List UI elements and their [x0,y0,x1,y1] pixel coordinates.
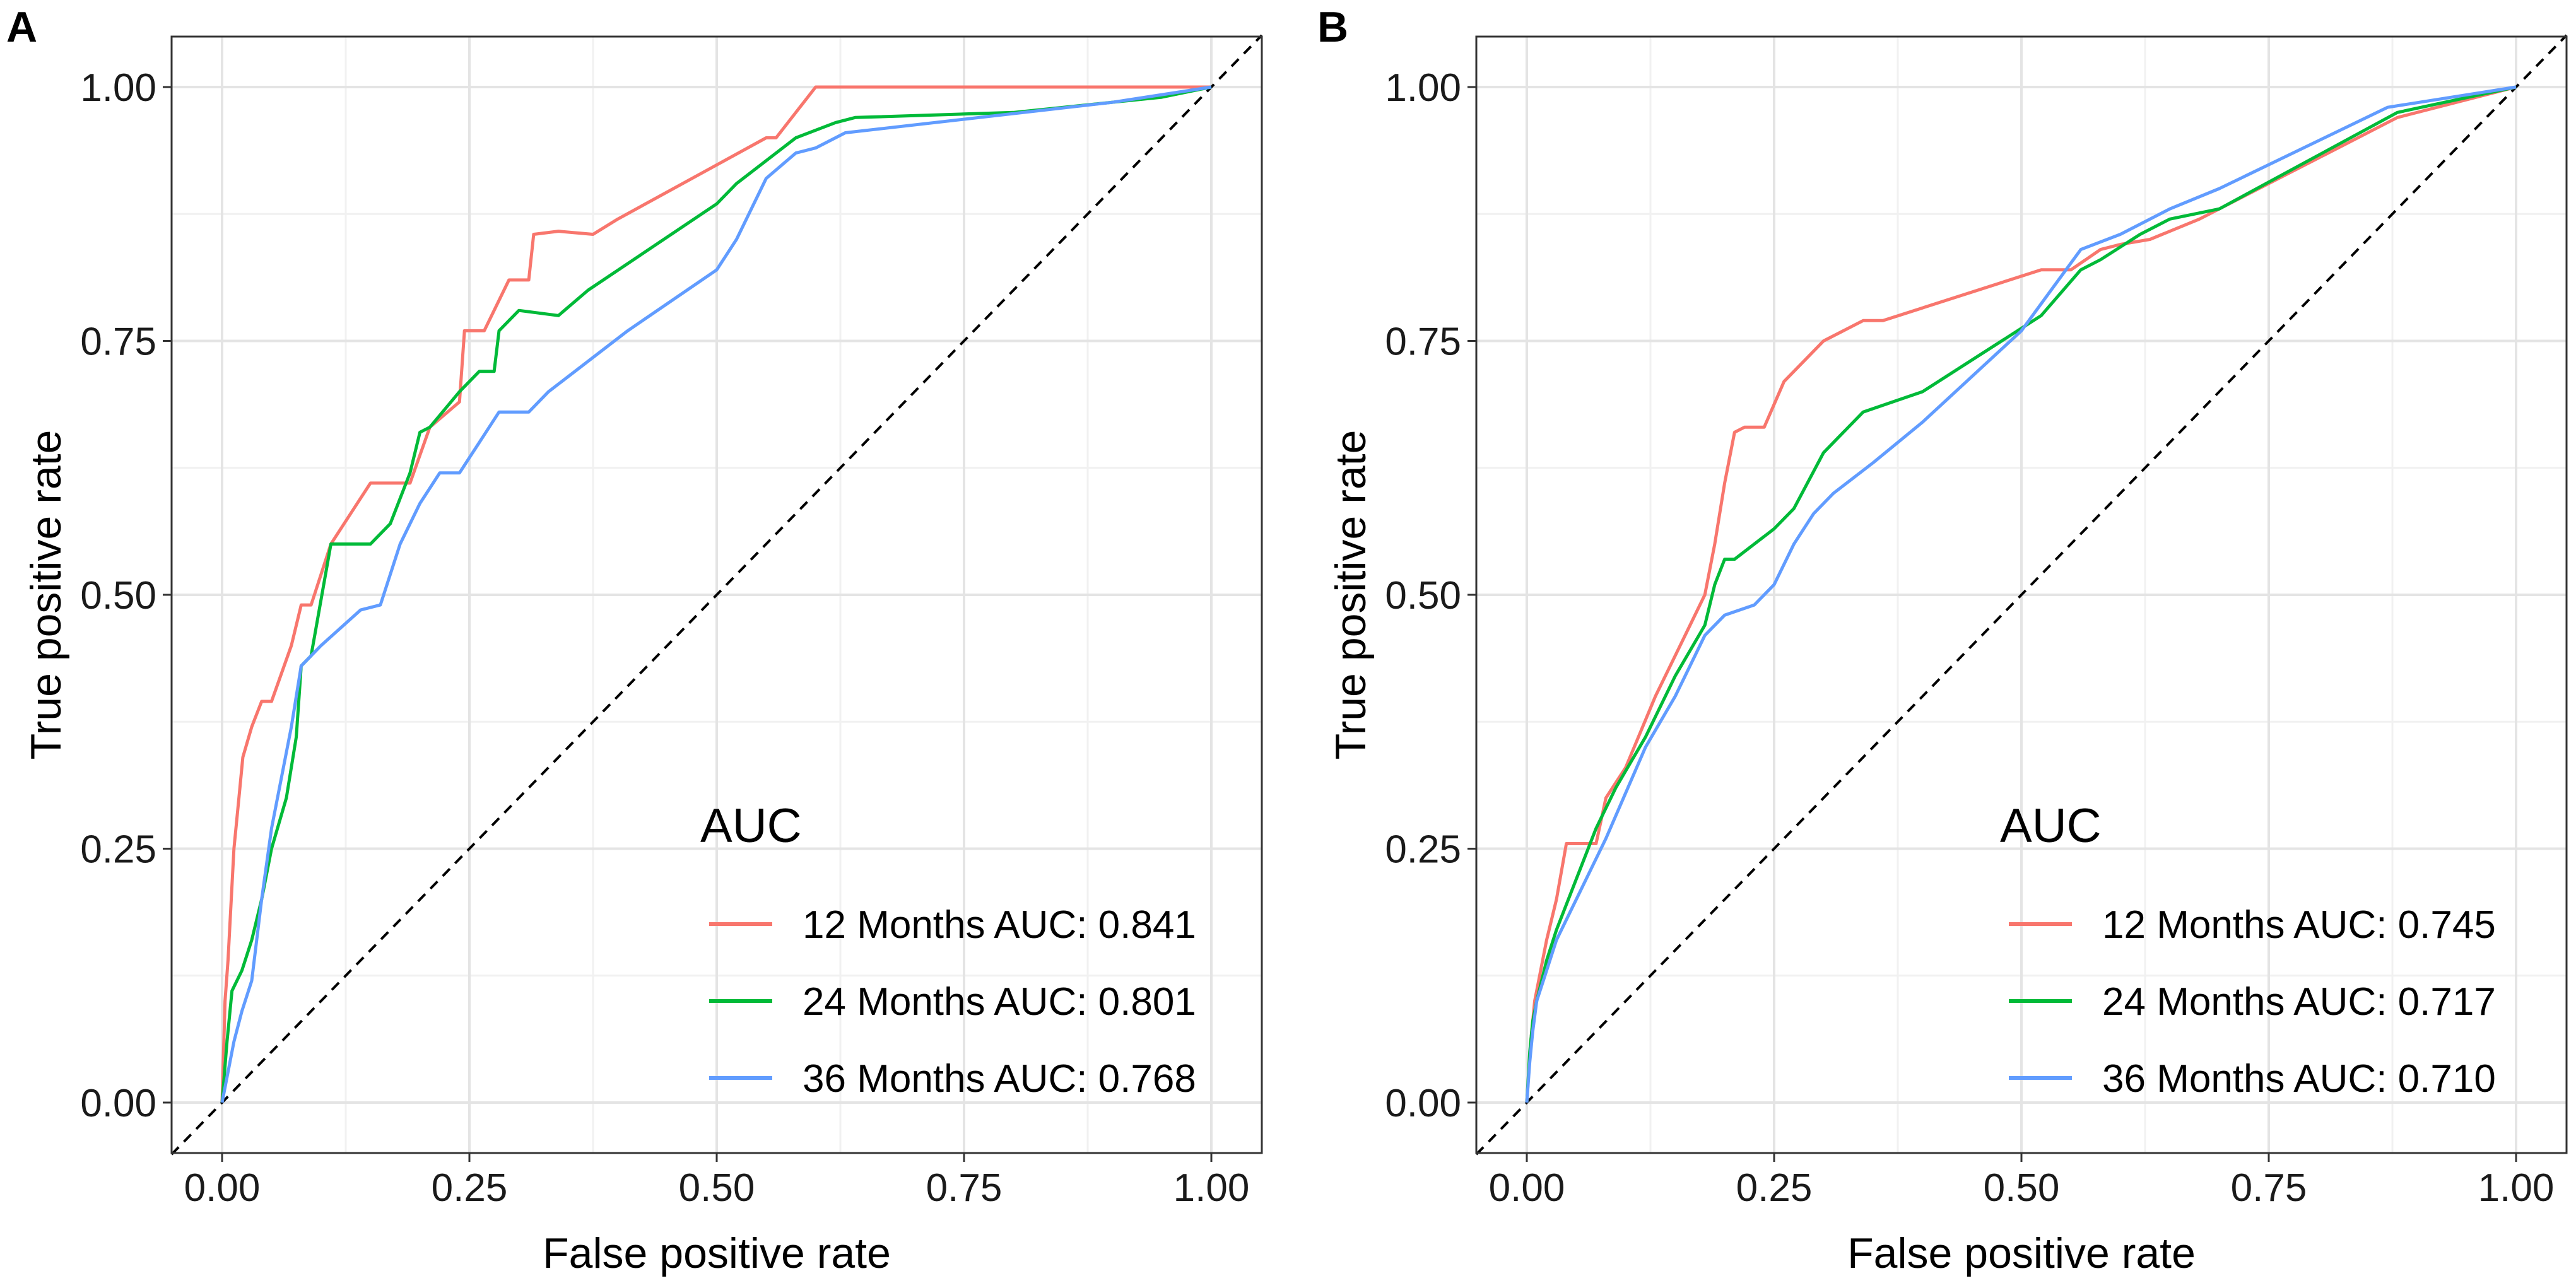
roc-curve-series-3 [220,85,1212,1103]
y-tick-label: 0.75 [1385,320,1461,364]
plot-grid [1476,37,2567,1153]
x-tick-label: 0.25 [432,1166,508,1210]
legend-title: AUC [700,799,801,853]
panel-letter: A [6,3,37,51]
x-tick-label: 1.00 [1173,1166,1250,1210]
x-axis: 0.00 0.25 0.50 0.75 1.00 [184,1153,1250,1210]
legend-item: 36 Months AUC: 0.710 [2009,1057,2496,1101]
y-tick-label: 0.25 [80,828,156,872]
panel-letter: B [1317,3,1348,51]
y-tick-label: 0.00 [1385,1082,1461,1125]
reference-diagonal-line [1475,34,2568,1156]
plot-area [170,34,1263,1156]
x-axis-title: False positive rate [543,1229,891,1277]
legend: AUC 12 Months AUC: 0.745 24 Months AUC: … [2000,799,2496,1101]
legend-item: 24 Months AUC: 0.717 [2009,980,2496,1024]
x-tick-label: 0.50 [1984,1166,2060,1210]
x-tick-label: 0.00 [184,1166,261,1210]
x-tick-label: 0.25 [1736,1166,1813,1210]
roc-panel-a: A 0.00 0.25 0.50 0.75 1.00 0.00 0.25 0.50 0.75 1… [6,3,1263,1277]
x-tick-label: 1.00 [2478,1166,2555,1210]
x-axis: 0.00 0.25 0.50 0.75 1.00 [1489,1153,2555,1210]
roc-curve-series-3 [1525,85,2517,1103]
y-axis: 0.00 0.25 0.50 0.75 1.00 [80,66,172,1125]
legend-item: 12 Months AUC: 0.841 [709,903,1196,947]
y-axis-title: True positive rate [22,430,70,760]
y-axis: 0.00 0.25 0.50 0.75 1.00 [1385,66,1476,1125]
legend-label: 12 Months AUC: 0.841 [803,903,1196,947]
roc-panel-b: B 0.00 0.25 0.50 0.75 1.00 0.00 0.25 0.50 0.75 1… [1317,3,2568,1277]
y-tick-label: 0.50 [80,574,156,618]
roc-curve-series-1 [1525,85,2517,1103]
plot-area [1475,34,2568,1156]
legend-label: 36 Months AUC: 0.768 [803,1057,1196,1101]
x-tick-label: 0.00 [1489,1166,1565,1210]
x-axis-title: False positive rate [1847,1229,2196,1277]
reference-diagonal-line [170,34,1263,1156]
legend-item: 36 Months AUC: 0.768 [709,1057,1196,1101]
x-tick-label: 0.75 [2231,1166,2307,1210]
x-tick-label: 0.75 [926,1166,1003,1210]
y-tick-label: 0.75 [80,320,156,364]
y-tick-label: 1.00 [80,66,156,110]
y-tick-label: 0.25 [1385,828,1461,872]
y-tick-label: 0.50 [1385,574,1461,618]
legend: AUC 12 Months AUC: 0.841 24 Months AUC: … [700,799,1196,1101]
legend-title: AUC [2000,799,2101,853]
y-tick-label: 1.00 [1385,66,1461,110]
legend-item: 24 Months AUC: 0.801 [709,980,1196,1024]
plot-border [1475,35,2568,1154]
y-tick-label: 0.00 [80,1082,156,1125]
legend-label: 24 Months AUC: 0.801 [803,980,1196,1024]
plot-border [170,35,1263,1154]
legend-label: 24 Months AUC: 0.717 [2102,980,2496,1024]
legend-item: 12 Months AUC: 0.745 [2009,903,2496,947]
x-tick-label: 0.50 [679,1166,755,1210]
legend-label: 36 Months AUC: 0.710 [2102,1057,2496,1101]
roc-curve-series-2 [1525,85,2517,1103]
y-axis-title: True positive rate [1327,430,1375,760]
legend-label: 12 Months AUC: 0.745 [2102,903,2496,947]
